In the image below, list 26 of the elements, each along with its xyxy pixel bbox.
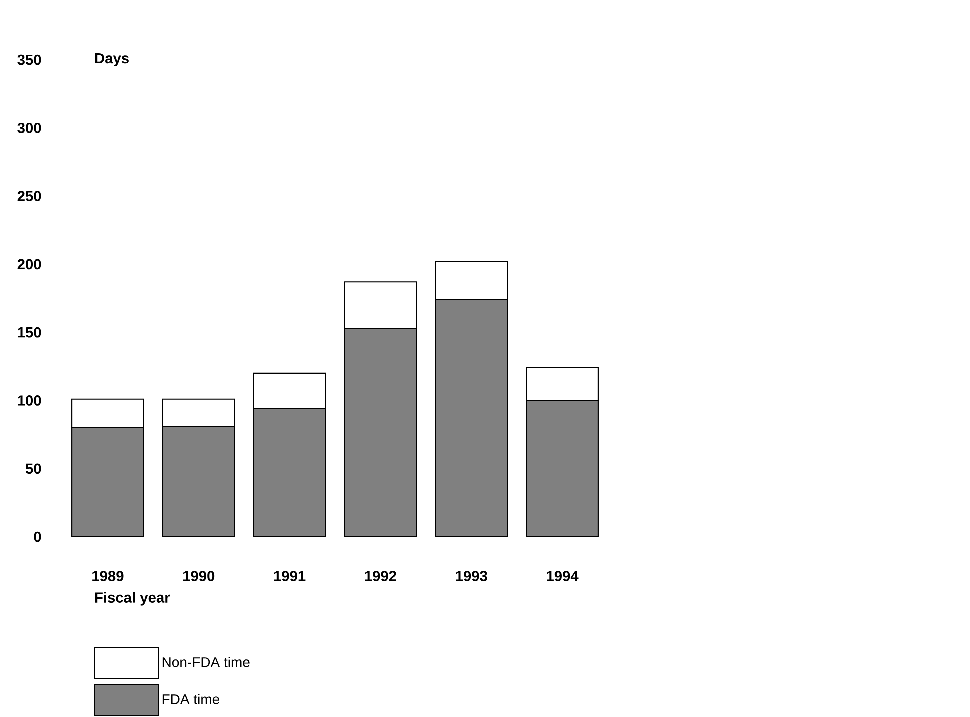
bar	[436, 300, 508, 538]
y-tick-label: 300	[18, 122, 42, 134]
bar	[344, 328, 417, 538]
legend-label: Non-FDA time	[162, 657, 250, 668]
x-tick-label: 1989	[92, 571, 124, 582]
y-tick-label: 350	[18, 54, 42, 66]
bar	[254, 408, 326, 538]
x-tick-label: 1991	[274, 571, 306, 582]
x-tick-label: 1993	[456, 571, 488, 582]
x-axis-title: Fiscal year	[95, 592, 170, 606]
y-tick-label: 100	[18, 396, 42, 406]
y-axis-title: Days	[95, 53, 129, 67]
y-tick-label: 150	[18, 327, 42, 338]
bar	[526, 400, 599, 538]
y-tick-label: 200	[18, 259, 42, 270]
x-tick-label: 1990	[183, 571, 215, 582]
bar	[253, 372, 326, 410]
x-tick-label: 1994	[547, 571, 579, 582]
bar	[162, 398, 236, 428]
legend-label: FDA time	[162, 694, 220, 704]
bar	[162, 426, 235, 538]
y-tick-label: 250	[18, 191, 42, 202]
bar	[72, 428, 144, 538]
x-tick-label: 1992	[365, 571, 396, 582]
y-tick-label: 50	[26, 464, 42, 474]
y-tick-label: 0	[34, 532, 42, 542]
